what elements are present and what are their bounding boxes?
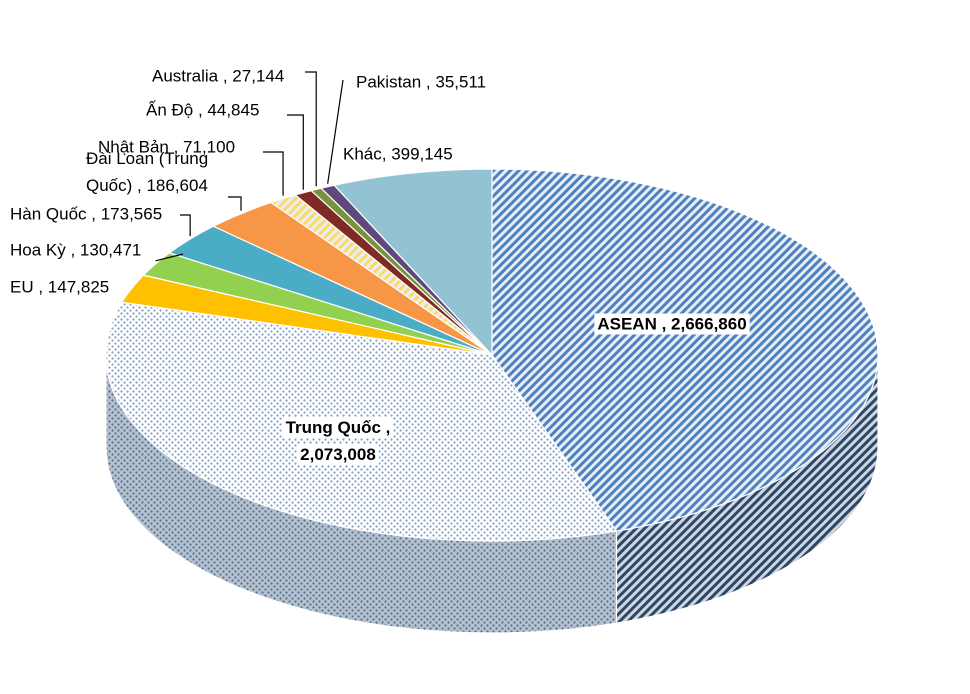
data-label-khac: Khác, 399,145 <box>343 144 453 163</box>
data-label-asean: ASEAN , 2,666,860 <box>597 314 746 333</box>
leader-line-nhat-ban <box>263 151 284 196</box>
leader-line-australia <box>305 71 317 187</box>
pie-slices <box>105 168 879 542</box>
data-label-hoa-ky: Hoa Kỳ , 130,471 <box>10 240 141 259</box>
data-label-backdrop <box>297 443 379 465</box>
data-label-dai-loan-trung-quoc-line-1: Đài Loan (Trung <box>86 149 208 168</box>
leader-line-dai-loan-trung-quoc <box>228 196 242 211</box>
leader-line-han-quoc <box>180 214 191 237</box>
slice-asean <box>491 168 879 532</box>
data-label-backdrop <box>594 313 750 335</box>
data-label-han-quoc: Hàn Quốc , 173,565 <box>10 204 162 223</box>
slice-khac <box>333 168 493 357</box>
data-label-trung-quoc-line-1: Trung Quốc , <box>286 418 391 437</box>
data-label-dai-loan-trung-quoc-line-2: Quốc) , 186,604 <box>86 176 208 195</box>
leader-line-hoa-ky <box>155 253 184 262</box>
data-label-pakistan: Pakistan , 35,511 <box>356 72 486 91</box>
data-labels: ASEAN , 2,666,860 Trung Quốc , 2,073,008 EU… <box>10 66 750 465</box>
leader-line-an-do <box>287 114 304 190</box>
leader-line-pakistan <box>327 79 344 184</box>
leader-lines <box>155 71 344 262</box>
data-label-trung-quoc-line-2: 2,073,008 <box>300 445 376 464</box>
data-label-backdrop <box>282 416 394 438</box>
data-label-eu: EU , 147,825 <box>10 277 109 296</box>
data-label-nhat-ban: Nhật Bản , 71,100 <box>98 137 235 156</box>
data-label-an-do: Ấn Độ , 44,845 <box>146 100 259 119</box>
data-label-australia: Australia , 27,144 <box>152 66 284 85</box>
